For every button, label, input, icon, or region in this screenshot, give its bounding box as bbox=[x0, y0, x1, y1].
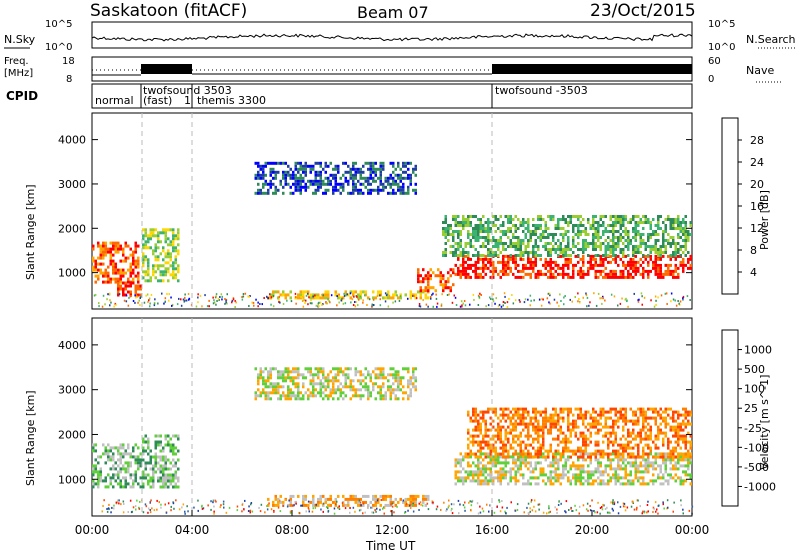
power-ytick-label: 4000 bbox=[58, 134, 86, 147]
x-tick-label: 08:00 bbox=[275, 523, 310, 537]
noise-right-tick-top: 10^5 bbox=[708, 19, 735, 30]
velocity-region-4 bbox=[454, 452, 692, 486]
date-label: 23/Oct/2015 bbox=[590, 1, 696, 21]
noise-right-tick-bottom: 10^0 bbox=[708, 42, 735, 53]
cpid-mode-normal: normal bbox=[95, 94, 134, 107]
velocity-ytick-label: 3000 bbox=[58, 384, 86, 397]
freq-panel: Freq. [MHz] 18 8 60 0 Nave bbox=[4, 56, 782, 85]
beam-label: Beam 07 bbox=[357, 3, 429, 22]
noise-panel: N.Sky 10^5 10^0 10^5 10^0 N.Search bbox=[4, 19, 796, 53]
velocity-ylabel: Slant Range [km] bbox=[24, 390, 37, 486]
velocity-region-0 bbox=[92, 443, 142, 489]
velocity-region-3 bbox=[267, 494, 430, 507]
plot-title: Saskatoon (fitACF) bbox=[90, 1, 247, 21]
freq-tick-top: 18 bbox=[62, 56, 75, 67]
velocity-colorbar-tick: -1000 bbox=[744, 480, 776, 493]
nave-tick-top: 60 bbox=[708, 56, 721, 67]
noise-right-label: N.Search bbox=[746, 33, 796, 46]
nave-tick-bottom: 0 bbox=[708, 74, 714, 85]
power-colorbar-tick: 16 bbox=[750, 200, 764, 213]
velocity-ytick-label: 2000 bbox=[58, 428, 86, 441]
power-colorbar-tick: 28 bbox=[750, 134, 764, 147]
power-region-0 bbox=[92, 241, 140, 284]
power-ytick-label: 1000 bbox=[58, 267, 86, 280]
power-region-3 bbox=[254, 161, 417, 195]
velocity-region-5 bbox=[467, 407, 692, 459]
power-region-5 bbox=[417, 268, 455, 293]
power-colorbar-tick: 20 bbox=[750, 178, 764, 191]
velocity-ytick-label: 1000 bbox=[58, 473, 86, 486]
velocity-colorbar-label: Velocity [m s^-1] bbox=[758, 375, 771, 470]
cpid-mode-twofsound-neg: twofsound -3503 bbox=[495, 84, 588, 97]
power-region-1 bbox=[117, 281, 142, 297]
x-axis-label: Time UT bbox=[365, 539, 416, 553]
x-axis: 00:00 04:00 08:00 12:00 16:00 20:00 00:00 bbox=[75, 510, 710, 537]
power-colorbar-tick: 8 bbox=[750, 244, 757, 257]
velocity-region-2 bbox=[254, 367, 417, 401]
velocity-colorbar-tick: 500 bbox=[744, 363, 765, 376]
velocity-colorbar-tick: 25 bbox=[744, 402, 758, 415]
power-ytick-label: 3000 bbox=[58, 178, 86, 191]
x-tick-label: 00:00 bbox=[75, 523, 110, 537]
velocity-colorbar-tick: -25 bbox=[744, 422, 762, 435]
freq-unit-label: [MHz] bbox=[4, 68, 33, 79]
power-panel: 1000 2000 3000 4000 bbox=[58, 112, 693, 310]
cpid-label: CPID bbox=[6, 89, 38, 103]
power-scatter bbox=[93, 292, 691, 308]
cpid-mode-one: 1 bbox=[184, 94, 191, 107]
power-ylabel: Slant Range [km] bbox=[24, 184, 37, 280]
cpid-mode-twofsound: twofsound 3503 bbox=[143, 84, 232, 97]
velocity-region-1 bbox=[142, 434, 180, 489]
cpid-panel: CPID normal twofsound 3503 (fast) 1 them… bbox=[6, 83, 693, 109]
x-tick-label: 16:00 bbox=[475, 523, 510, 537]
noise-trace bbox=[91, 33, 693, 42]
velocity-panel: 1000 2000 3000 4000 bbox=[58, 317, 694, 517]
velocity-ytick-label: 4000 bbox=[58, 339, 86, 352]
freq-label: Freq. bbox=[4, 56, 29, 67]
power-region-2 bbox=[142, 228, 180, 283]
x-tick-label: 00:00 bbox=[675, 523, 710, 537]
power-colorbar-tick: 4 bbox=[750, 266, 757, 279]
cpid-mode-fast: (fast) bbox=[143, 94, 172, 107]
power-colorbar: 4 8 12 16 20 24 28 bbox=[721, 117, 764, 295]
power-region-7 bbox=[442, 215, 692, 257]
power-region-6 bbox=[454, 254, 692, 279]
x-tick-label: 04:00 bbox=[175, 523, 210, 537]
power-colorbar-label: Power [dB] bbox=[758, 190, 771, 250]
velocity-colorbar-tick: -100 bbox=[744, 441, 769, 454]
freq-tick-bottom: 8 bbox=[66, 74, 72, 85]
cpid-mode-themis: themis 3300 bbox=[197, 94, 266, 107]
velocity-colorbar: 1000 500 100 25 -25 -100 -500 -1000 bbox=[721, 329, 776, 507]
velocity-colorbar-tick: -500 bbox=[744, 461, 769, 474]
velocity-colorbar-tick: 100 bbox=[744, 383, 765, 396]
power-colorbar-tick: 24 bbox=[750, 156, 764, 169]
noise-left-tick-bottom: 10^0 bbox=[45, 42, 72, 53]
x-tick-label: 12:00 bbox=[375, 523, 410, 537]
nave-label: Nave bbox=[746, 64, 774, 77]
x-tick-label: 20:00 bbox=[575, 523, 610, 537]
velocity-colorbar-tick: 1000 bbox=[744, 344, 772, 357]
noise-left-label: N.Sky bbox=[4, 33, 36, 46]
power-region-4 bbox=[267, 290, 430, 300]
power-colorbar-tick: 12 bbox=[750, 222, 764, 235]
power-ytick-label: 2000 bbox=[58, 222, 86, 235]
noise-left-tick-top: 10^5 bbox=[45, 19, 72, 30]
velocity-scatter bbox=[101, 499, 694, 515]
